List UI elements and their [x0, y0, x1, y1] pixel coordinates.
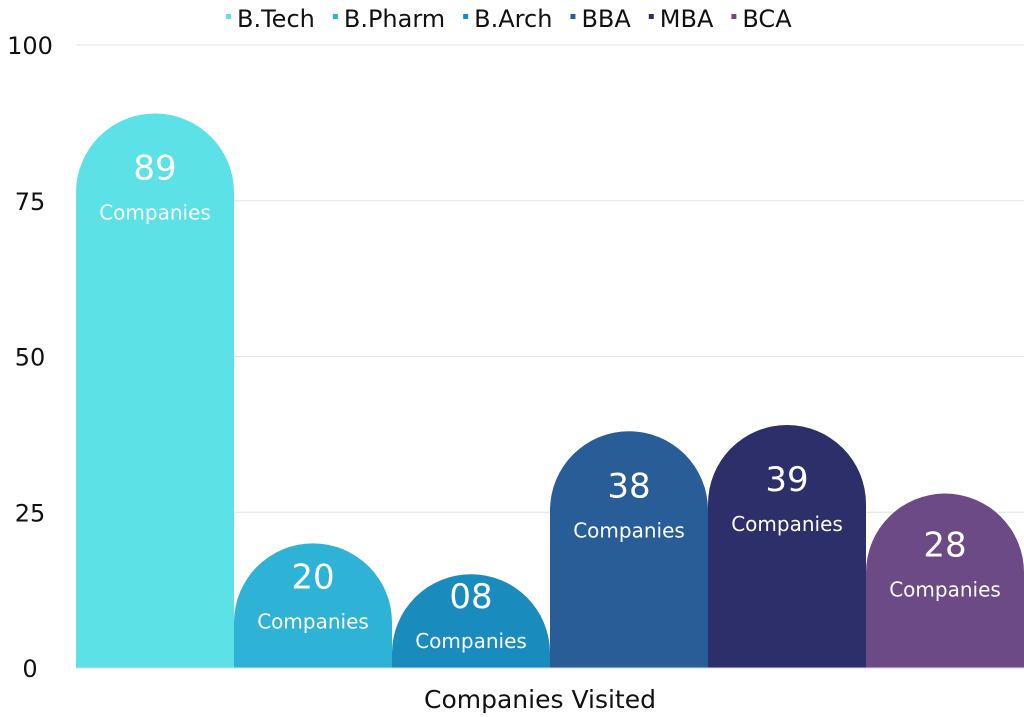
legend-label: B.Pharm [344, 5, 445, 33]
legend-label: BCA [742, 5, 792, 33]
x-axis-label: Companies Visited [424, 685, 656, 714]
data-label-value: 08 [449, 577, 492, 617]
bar [234, 543, 392, 668]
data-label-suffix: Companies [889, 577, 1001, 601]
data-label-suffix: Companies [99, 201, 211, 225]
legend-swatch [648, 14, 654, 19]
data-label-value: 20 [291, 557, 334, 597]
data-label-suffix: Companies [573, 518, 685, 542]
bar [550, 431, 708, 668]
data-label-value: 39 [765, 460, 808, 500]
y-tick-label: 75 [15, 188, 46, 216]
legend-label: B.Tech [237, 5, 315, 33]
data-label-suffix: Companies [257, 609, 369, 633]
y-tick-label: 0 [22, 655, 37, 683]
data-label-value: 28 [923, 525, 966, 565]
legend-swatch [731, 14, 737, 19]
legend-swatch [332, 14, 338, 19]
data-label-value: 89 [133, 149, 176, 189]
y-tick-label: 50 [15, 344, 46, 372]
data-label-suffix: Companies [731, 512, 843, 536]
y-tick-label: 25 [15, 499, 46, 527]
legend-label: BBA [581, 5, 631, 33]
y-tick-label: 100 [7, 32, 53, 60]
bar [392, 574, 550, 668]
bar [708, 425, 866, 668]
bar [76, 113, 234, 668]
legend-swatch [570, 14, 576, 19]
bar [866, 493, 1024, 668]
legend-label: MBA [660, 5, 714, 33]
data-label-suffix: Companies [415, 629, 527, 653]
data-label-value: 38 [607, 466, 650, 506]
legend-swatch [226, 14, 231, 19]
legend-swatch [463, 14, 469, 19]
legend-label: B.Arch [474, 5, 552, 33]
